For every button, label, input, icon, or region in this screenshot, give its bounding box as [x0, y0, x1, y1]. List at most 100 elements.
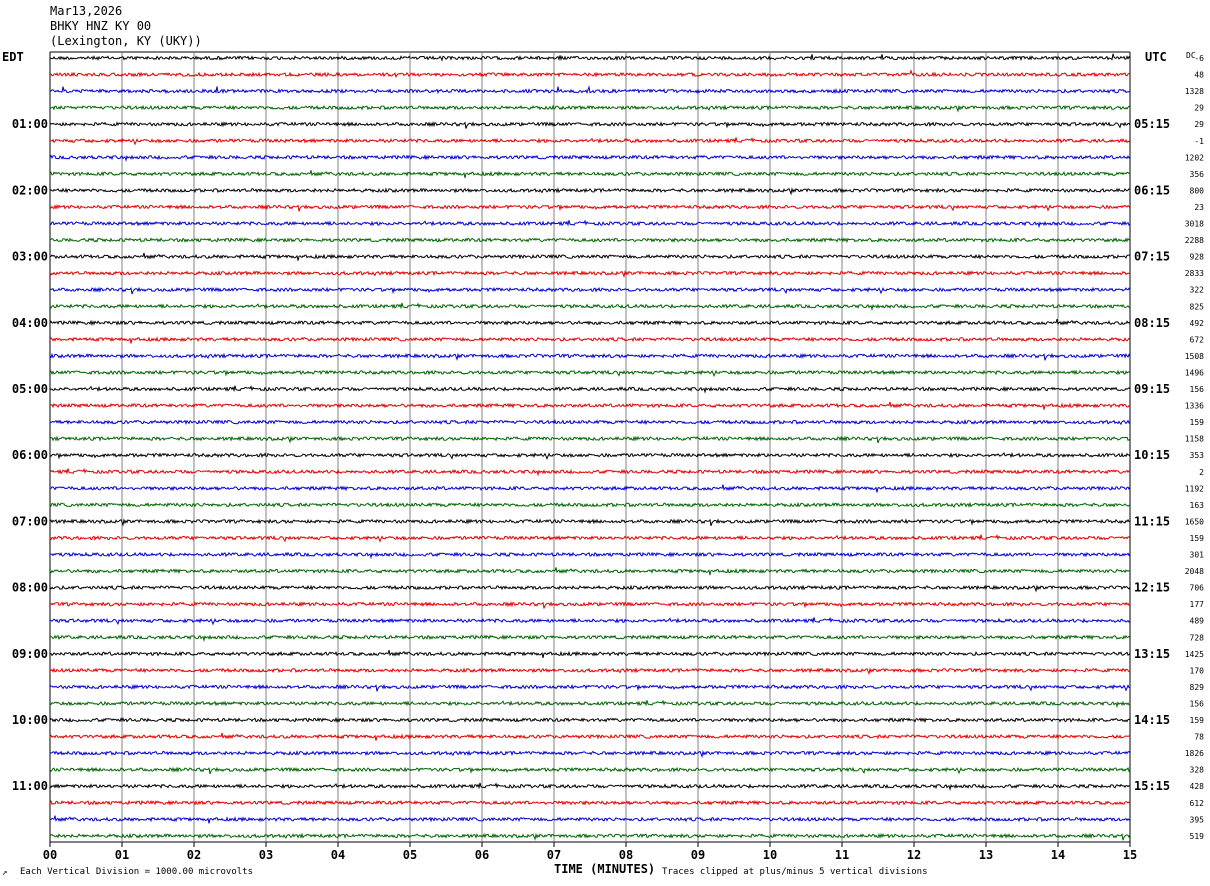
dc-offset-label: 1826 — [1185, 749, 1204, 758]
seismic-trace — [49, 385, 1131, 394]
x-tick-label: 07 — [547, 848, 561, 862]
dc-offset-label: 48 — [1194, 71, 1204, 80]
scale-note: Each Vertical Division = 1000.00 microvo… — [20, 867, 253, 877]
right-hour-label: 14:15 — [1134, 713, 1170, 727]
dc-offset-label: 177 — [1190, 600, 1205, 609]
seismic-trace — [49, 318, 1131, 326]
dc-offset-label: 159 — [1190, 716, 1205, 725]
seismic-trace — [49, 815, 1131, 824]
seismic-trace — [49, 699, 1131, 709]
right-hour-label: 13:15 — [1134, 647, 1170, 661]
seismic-trace — [49, 749, 1131, 759]
right-hour-label: 09:15 — [1134, 382, 1170, 396]
seismic-trace — [49, 252, 1131, 261]
seismic-trace — [49, 104, 1131, 113]
seismic-trace — [49, 452, 1131, 460]
right-hour-label: 08:15 — [1134, 316, 1170, 330]
seismic-trace — [49, 69, 1131, 79]
seismic-trace — [49, 85, 1131, 95]
right-hour-label: 06:15 — [1134, 183, 1170, 197]
dc-offset-label: 353 — [1190, 451, 1205, 460]
left-hour-label: 02:00 — [12, 183, 48, 197]
x-tick-label: 09 — [691, 848, 705, 862]
left-hour-label: 06:00 — [12, 448, 48, 462]
seismic-trace — [49, 136, 1131, 146]
left-hour-label: 01:00 — [12, 117, 48, 131]
dc-offset-label: 1202 — [1185, 153, 1204, 162]
x-tick-label: 02 — [187, 848, 201, 862]
dc-offset-label: 328 — [1190, 766, 1205, 775]
corner-mark: ↗ — [2, 868, 8, 878]
seismic-trace — [49, 716, 1131, 724]
dc-offset-label: 672 — [1190, 335, 1205, 344]
dc-offset-label: 356 — [1190, 170, 1205, 179]
seismic-trace — [49, 567, 1131, 576]
seismic-trace — [49, 832, 1131, 841]
dc-offset-label: 23 — [1194, 203, 1204, 212]
dc-offset-label: 3018 — [1185, 220, 1204, 229]
seismic-trace — [49, 352, 1131, 361]
x-tick-label: 04 — [331, 848, 345, 862]
dc-offset-label: 156 — [1190, 385, 1205, 394]
dc-offset-label: 1650 — [1185, 517, 1204, 526]
seismic-trace — [49, 649, 1131, 659]
dc-offset-label: -1 — [1194, 137, 1204, 146]
dc-offset-label: 928 — [1190, 253, 1205, 262]
dc-offset-label: 156 — [1190, 699, 1205, 708]
seismic-trace — [49, 419, 1131, 426]
dc-offset-label: 519 — [1190, 832, 1205, 841]
seismic-trace — [50, 667, 1131, 676]
left-hour-label: 10:00 — [12, 713, 48, 727]
seismic-trace — [49, 467, 1131, 477]
seismic-trace — [49, 782, 1131, 791]
right-timezone-label: UTC — [1145, 50, 1167, 64]
seismic-trace — [49, 170, 1131, 179]
x-tick-label: 13 — [979, 848, 993, 862]
seismic-trace — [49, 219, 1131, 229]
seismic-trace — [49, 799, 1131, 806]
dc-offset-label: 1328 — [1185, 87, 1204, 96]
header-station: BHKY HNZ KY 00 — [50, 19, 152, 33]
seismic-trace — [49, 236, 1131, 244]
dc-offset-label: 301 — [1190, 551, 1205, 560]
dc-offset-label: 489 — [1190, 617, 1205, 626]
left-hour-label: 08:00 — [12, 581, 48, 595]
x-tick-label: 00 — [43, 848, 57, 862]
dc-offset-label: 2048 — [1185, 567, 1204, 576]
seismic-trace — [49, 616, 1131, 626]
dc-offset-label: 1425 — [1185, 650, 1204, 659]
dc-offset-label: 1158 — [1185, 435, 1204, 444]
seismic-trace — [49, 518, 1131, 527]
dc-offset-label: 322 — [1190, 286, 1205, 295]
dc-offset-label: 706 — [1190, 584, 1205, 593]
right-hour-label: 05:15 — [1134, 117, 1170, 131]
x-tick-label: 06 — [475, 848, 489, 862]
seismic-trace — [49, 154, 1131, 163]
dc-offset-label: 800 — [1190, 186, 1205, 195]
right-hour-label: 11:15 — [1134, 514, 1170, 528]
seismic-trace — [49, 551, 1131, 560]
x-tick-label: 12 — [907, 848, 921, 862]
seismic-trace — [49, 484, 1131, 493]
dc-offset-label: 159 — [1190, 534, 1205, 543]
x-tick-label: 15 — [1123, 848, 1137, 862]
x-tick-label: 01 — [115, 848, 129, 862]
left-hour-label: 04:00 — [12, 316, 48, 330]
right-hour-label: 12:15 — [1134, 581, 1170, 595]
dc-offset-label: 29 — [1194, 120, 1204, 129]
dc-offset-label: 2 — [1199, 468, 1204, 477]
seismic-trace — [49, 302, 1131, 312]
seismic-trace — [49, 766, 1131, 775]
seismic-trace — [49, 634, 1131, 643]
dc-offset-label: 395 — [1190, 815, 1205, 824]
dc-offset-label: 1508 — [1185, 352, 1204, 361]
left-hour-label: 05:00 — [12, 382, 48, 396]
x-tick-label: 03 — [259, 848, 273, 862]
seismic-trace — [49, 401, 1131, 410]
seismic-trace — [49, 286, 1131, 295]
seismic-trace — [49, 601, 1131, 609]
left-hour-label: 03:00 — [12, 250, 48, 264]
seismic-trace — [49, 121, 1131, 129]
dc-offset-label: 492 — [1190, 319, 1205, 328]
seismic-trace — [49, 203, 1131, 212]
